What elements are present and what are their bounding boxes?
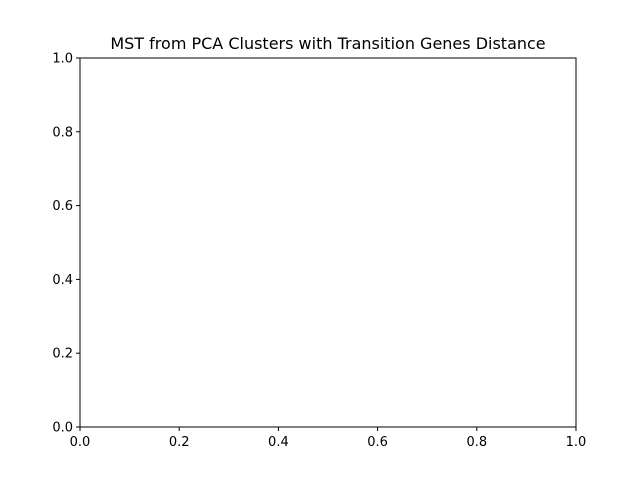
y-tick-label: 0.0	[52, 421, 73, 436]
x-tick-label: 0.0	[70, 435, 91, 450]
chart-title: MST from PCA Clusters with Transition Ge…	[110, 34, 545, 53]
y-tick-label: 0.2	[52, 347, 73, 362]
plot-area	[79, 57, 577, 428]
x-tick-label: 1.0	[566, 435, 587, 450]
y-tick-label: 1.0	[52, 52, 73, 67]
y-axis: 0.0 0.2 0.4 0.6 0.8 1.0	[52, 52, 80, 436]
y-tick-label: 0.4	[52, 273, 73, 288]
x-tick-label: 0.8	[466, 435, 487, 450]
y-tick-label: 0.8	[52, 125, 73, 140]
x-tick-label: 0.2	[169, 435, 190, 450]
x-tick-label: 0.4	[268, 435, 289, 450]
x-axis: 0.0 0.2 0.4 0.6 0.8 1.0	[70, 427, 587, 450]
x-tick-label: 0.6	[367, 435, 388, 450]
y-tick-label: 0.6	[52, 199, 73, 214]
